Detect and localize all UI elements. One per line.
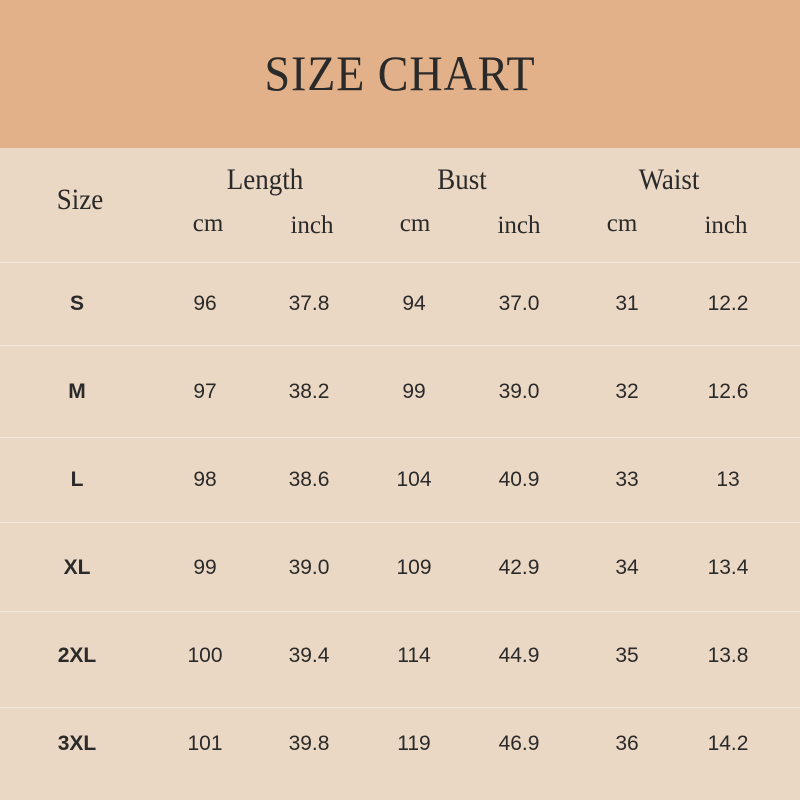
cell-length-cm: 97 bbox=[193, 380, 217, 403]
row-divider bbox=[0, 345, 800, 346]
header-bust: Bust bbox=[437, 163, 487, 196]
cell-length-cm: 96 bbox=[193, 292, 217, 315]
cell-length-cm: 100 bbox=[187, 644, 223, 667]
cell-length-inch: 38.6 bbox=[288, 468, 330, 491]
unit-length-cm: cm bbox=[192, 210, 224, 237]
cell-waist-inch: 13.4 bbox=[707, 556, 749, 579]
cell-waist-cm: 31 bbox=[615, 292, 639, 315]
size-label: M bbox=[68, 380, 86, 403]
cell-waist-inch: 14.2 bbox=[707, 732, 749, 755]
cell-waist-cm: 33 bbox=[615, 468, 639, 491]
cell-bust-inch: 44.9 bbox=[498, 644, 540, 667]
cell-length-inch: 38.2 bbox=[288, 380, 330, 403]
row-divider bbox=[0, 611, 800, 612]
cell-waist-inch: 12.6 bbox=[707, 380, 749, 403]
cell-waist-inch: 12.2 bbox=[707, 292, 749, 315]
cell-length-cm: 101 bbox=[187, 732, 223, 755]
unit-bust-cm: cm bbox=[399, 210, 431, 237]
cell-length-inch: 37.8 bbox=[288, 292, 330, 315]
unit-bust-inch: inch bbox=[497, 212, 541, 239]
cell-waist-cm: 32 bbox=[615, 380, 639, 403]
cell-bust-cm: 119 bbox=[397, 732, 431, 755]
cell-waist-cm: 35 bbox=[615, 644, 639, 667]
cell-bust-inch: 37.0 bbox=[498, 292, 540, 315]
cell-length-cm: 99 bbox=[193, 556, 217, 579]
cell-bust-inch: 42.9 bbox=[498, 556, 540, 579]
cell-waist-inch: 13.8 bbox=[707, 644, 749, 667]
size-label: L bbox=[70, 468, 84, 491]
size-label: 2XL bbox=[57, 644, 97, 667]
cell-bust-inch: 39.0 bbox=[498, 380, 540, 403]
cell-length-cm: 98 bbox=[193, 468, 217, 491]
cell-waist-cm: 34 bbox=[615, 556, 639, 579]
cell-waist-cm: 36 bbox=[615, 732, 639, 755]
cell-bust-inch: 40.9 bbox=[498, 468, 540, 491]
cell-length-inch: 39.0 bbox=[288, 556, 330, 579]
cell-bust-cm: 94 bbox=[402, 292, 426, 315]
page-title: SIZE CHART bbox=[264, 45, 536, 101]
cell-bust-inch: 46.9 bbox=[498, 732, 540, 755]
row-divider bbox=[0, 262, 800, 263]
size-label: XL bbox=[63, 556, 91, 579]
unit-length-inch: inch bbox=[290, 212, 334, 239]
title-banner bbox=[0, 0, 800, 148]
cell-bust-cm: 109 bbox=[396, 556, 432, 579]
size-label: S bbox=[69, 292, 85, 315]
cell-bust-cm: 114 bbox=[397, 644, 431, 667]
row-divider bbox=[0, 437, 800, 438]
unit-waist-cm: cm bbox=[606, 210, 638, 237]
header-waist: Waist bbox=[638, 163, 700, 196]
row-divider bbox=[0, 522, 800, 523]
cell-bust-cm: 104 bbox=[396, 468, 432, 491]
header-length: Length bbox=[226, 163, 304, 196]
cell-bust-cm: 99 bbox=[402, 380, 426, 403]
cell-length-inch: 39.8 bbox=[288, 732, 330, 755]
cell-length-inch: 39.4 bbox=[288, 644, 330, 667]
cell-waist-inch: 13 bbox=[716, 468, 740, 491]
unit-waist-inch: inch bbox=[704, 212, 748, 239]
header-size: Size bbox=[56, 183, 104, 216]
size-label: 3XL bbox=[57, 732, 97, 755]
row-divider bbox=[0, 707, 800, 708]
